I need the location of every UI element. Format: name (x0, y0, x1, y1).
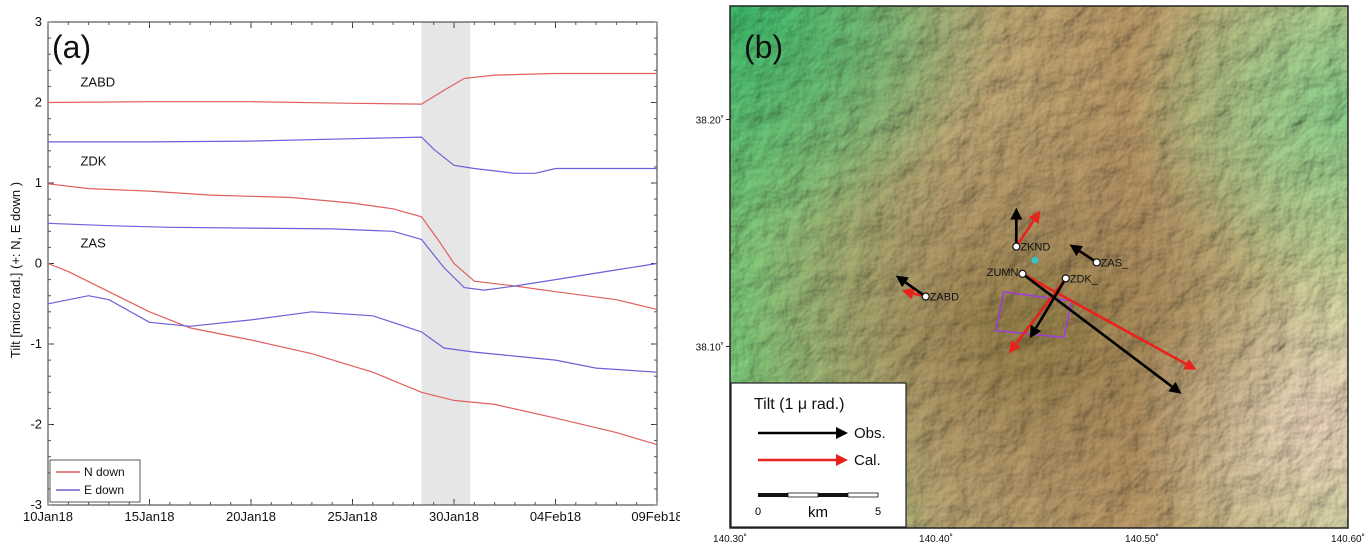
station-label-zknd: ZKND (1020, 242, 1050, 254)
station-marker-zdk (1062, 275, 1069, 282)
station-marker-zumn (1019, 270, 1026, 277)
station-label-zdk: ZDK (80, 153, 106, 168)
legend-entry-label: Obs. (854, 425, 886, 442)
station-label-zas: ZAS_ (1101, 257, 1129, 269)
x-tick-label: 04Feb18 (530, 509, 581, 524)
scalebar-max-label: 5 (875, 506, 881, 518)
lon-tick-label: 140.60˚ (1331, 533, 1365, 544)
series-zas-n-down (48, 264, 657, 445)
tilt-vector-map: 140.30˚ 140.40˚ 140.50˚ 140.60˚ 38.10˚ 38.20˚… (680, 0, 1368, 544)
station-label-zas: ZAS (80, 235, 106, 250)
x-tick-label: 15Jan18 (125, 509, 175, 524)
y-tick-label: 1 (35, 175, 42, 190)
lat-tick-label: 38.20˚ (696, 114, 724, 126)
scalebar-min-label: 0 (755, 506, 761, 518)
scalebar-unit-label: km (808, 504, 828, 521)
source-location-marker (1031, 257, 1038, 264)
lon-tick-label: 140.40˚ (919, 533, 953, 544)
series-zdk-e-down (48, 223, 657, 290)
y-tick-label: 2 (35, 95, 42, 110)
x-tick-label: 30Jan18 (429, 509, 479, 524)
y-tick-label: -2 (30, 417, 42, 432)
legend-entry-label: Cal. (854, 452, 881, 469)
legend-entry-label: N down (84, 465, 125, 479)
eruption-shaded-interval (422, 22, 471, 505)
plot-frame (48, 22, 657, 505)
station-labels: ZABD ZDK ZAS (80, 74, 115, 250)
y-tick-label: -1 (30, 336, 42, 351)
y-tick-label: -3 (30, 497, 42, 512)
x-tick-label: 25Jan18 (328, 509, 378, 524)
legend-entry-label: E down (84, 483, 124, 497)
x-tick-label: 09Feb18 (631, 509, 680, 524)
station-marker-zabd (922, 293, 929, 300)
series-zdk-n-down (48, 184, 657, 310)
y-tick-label: 0 (35, 256, 42, 271)
series-group (48, 74, 657, 445)
lat-tick-label: 38.10˚ (696, 341, 724, 353)
series-zabd-e-down (48, 137, 657, 173)
station-label-zabd: ZABD (80, 74, 115, 89)
legend-title: Tilt (1 μ rad.) (754, 396, 844, 413)
x-tick-label: 20Jan18 (226, 509, 276, 524)
y-axis-label: Tilt [micro rad.] (+: N, E down ) (8, 182, 23, 358)
axis-ticks: 10Jan18 15Jan18 20Jan18 25Jan18 30Jan18 04Feb… (23, 14, 680, 524)
panel-label-a: (a) (52, 29, 91, 65)
lon-tick-label: 140.30˚ (713, 533, 747, 544)
tilt-time-series-chart: 10Jan18 15Jan18 20Jan18 25Jan18 30Jan18 04Feb… (0, 0, 680, 544)
series-zabd-n-down (48, 74, 657, 105)
station-marker-zknd (1013, 243, 1020, 250)
lon-tick-label: 140.50˚ (1125, 533, 1159, 544)
station-label-zdk: ZDK_ (1070, 273, 1099, 285)
tilt-legend-box: Tilt (1 μ rad.) Obs. Cal. 0 km 5 (731, 383, 906, 527)
panel-label-b: (b) (744, 29, 783, 65)
legend: N down E down (50, 460, 140, 502)
station-marker-zas (1093, 259, 1100, 266)
y-tick-label: 3 (35, 14, 42, 29)
station-label-zumn: ZUMN (987, 267, 1019, 279)
station-label-zabd: ZABD (930, 292, 959, 304)
